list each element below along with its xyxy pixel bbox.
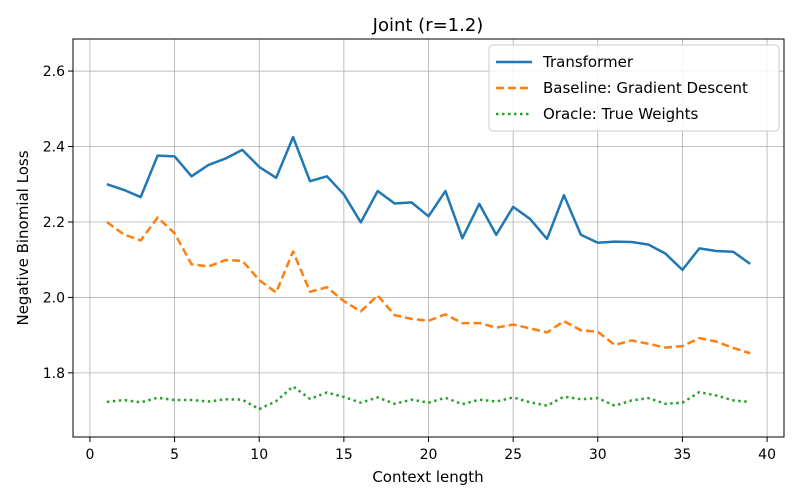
y-tick-label: 2.2: [43, 215, 65, 231]
plot-series: [106, 135, 751, 411]
y-tick-label: 2.6: [43, 64, 65, 80]
x-tick-label: 15: [335, 447, 353, 463]
y-tick-label: 1.8: [43, 366, 65, 382]
series-line-oracle-true-weights: [106, 385, 751, 411]
legend-label-oracle: Oracle: True Weights: [543, 105, 699, 123]
y-tick-label: 2.0: [43, 290, 65, 306]
x-tick-label: 5: [170, 447, 179, 463]
x-tick-label: 40: [758, 447, 776, 463]
y-axis-label: Negative Binomial Loss: [14, 150, 32, 325]
x-tick-label: 30: [589, 447, 607, 463]
series-line-baseline-gradient-descent: [106, 216, 751, 355]
x-tick-label: 10: [250, 447, 268, 463]
chart-title: Joint (r=1.2): [372, 15, 484, 36]
x-axis-label: Context length: [372, 468, 483, 486]
legend-box: [488, 44, 780, 132]
axis-ticks: 0 5 10 15 20 25 30 35 40 1.8 2.0 2.2 2.4 2.6: [43, 64, 776, 463]
x-tick-label: 35: [674, 447, 692, 463]
x-tick-label: 0: [85, 447, 94, 463]
x-tick-label: 25: [504, 447, 522, 463]
legend-label-baseline: Baseline: Gradient Descent: [543, 79, 748, 97]
legend-label-transformer: Transformer: [542, 53, 634, 71]
series-line-transformer: [106, 135, 751, 272]
x-tick-label: 20: [420, 447, 438, 463]
y-tick-label: 2.4: [43, 140, 65, 156]
legend: Transformer Baseline: Gradient Descent O…: [488, 44, 780, 132]
